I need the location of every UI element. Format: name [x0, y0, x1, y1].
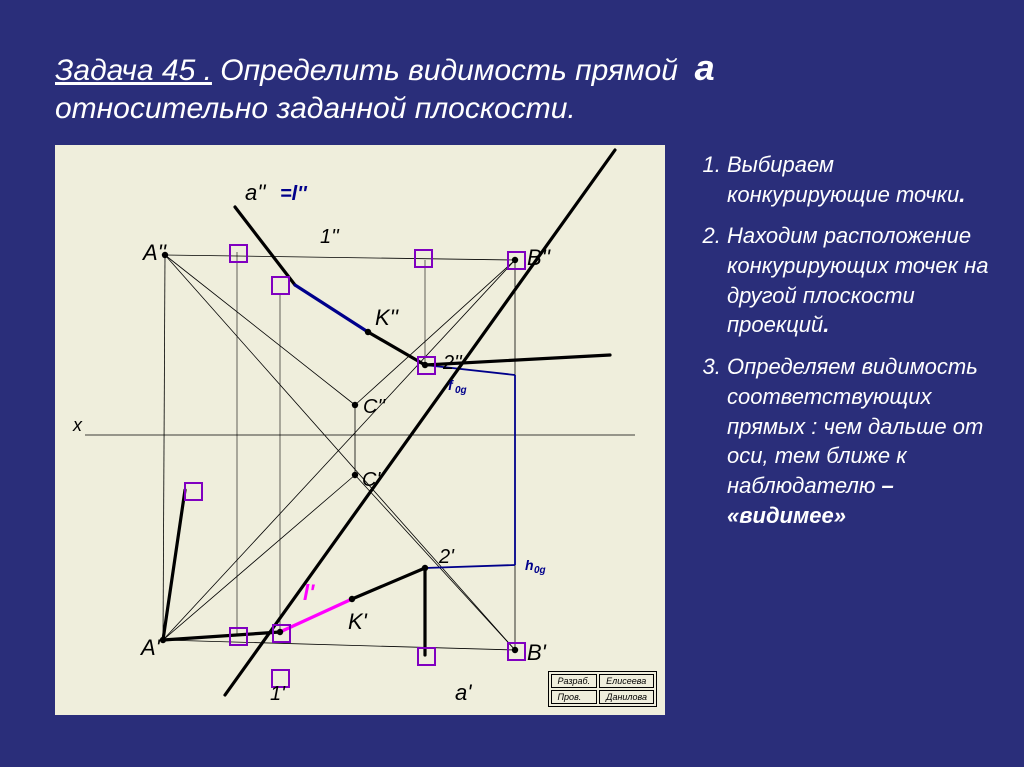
svg-text:x: x: [72, 415, 83, 435]
svg-text:B'': B'': [527, 245, 551, 270]
list-item: Выбираем конкурирующие точки.: [727, 150, 995, 209]
svg-text:C'': C'': [363, 396, 386, 418]
svg-text:K': K': [348, 609, 368, 634]
svg-text:1': 1': [270, 683, 286, 705]
svg-text:f: f: [448, 377, 454, 393]
title-part1: Определить видимость прямой: [212, 54, 686, 87]
svg-text:h: h: [525, 557, 534, 573]
svg-text:A'': A'': [141, 240, 167, 265]
svg-text:1'': 1'': [320, 226, 340, 248]
table-row: Пров.Данилова: [551, 690, 654, 704]
diagram-panel: xa''=l''1''A''B''K''2''f0gC''C'2'h0gl'K'…: [55, 145, 665, 715]
svg-text:=l'': =l'': [280, 183, 308, 205]
title-task-number: Задача 45 .: [55, 54, 212, 87]
steps-list: Выбираем конкурирующие точки. Находим ра…: [695, 150, 995, 542]
svg-text:2'': 2'': [442, 352, 463, 374]
svg-text:l': l': [303, 580, 315, 605]
svg-text:B': B': [527, 640, 547, 665]
title-variable-a: а: [695, 47, 715, 88]
svg-text:0g: 0g: [455, 385, 467, 396]
list-item: Определяем видимость соответствующих пря…: [727, 352, 995, 530]
list-item: Находим расположение конкурирующих точек…: [727, 221, 995, 340]
geometry-diagram: xa''=l''1''A''B''K''2''f0gC''C'2'h0gl'K'…: [55, 145, 665, 715]
slide: Задача 45 . Определить видимость прямой …: [0, 0, 1024, 767]
slide-title: Задача 45 . Определить видимость прямой …: [55, 45, 955, 128]
svg-text:0g: 0g: [534, 565, 546, 576]
svg-text:A': A': [139, 635, 161, 660]
svg-text:a'': a'': [245, 180, 266, 205]
svg-text:K'': K'': [375, 305, 399, 330]
title-block-stamp: Разраб.Елисеева Пров.Данилова: [548, 671, 657, 707]
svg-text:C': C': [362, 469, 381, 491]
svg-text:2': 2': [438, 546, 455, 568]
svg-text:a': a': [455, 680, 472, 705]
title-part2: относительно заданной плоскости.: [55, 92, 576, 125]
table-row: Разраб.Елисеева: [551, 674, 654, 688]
